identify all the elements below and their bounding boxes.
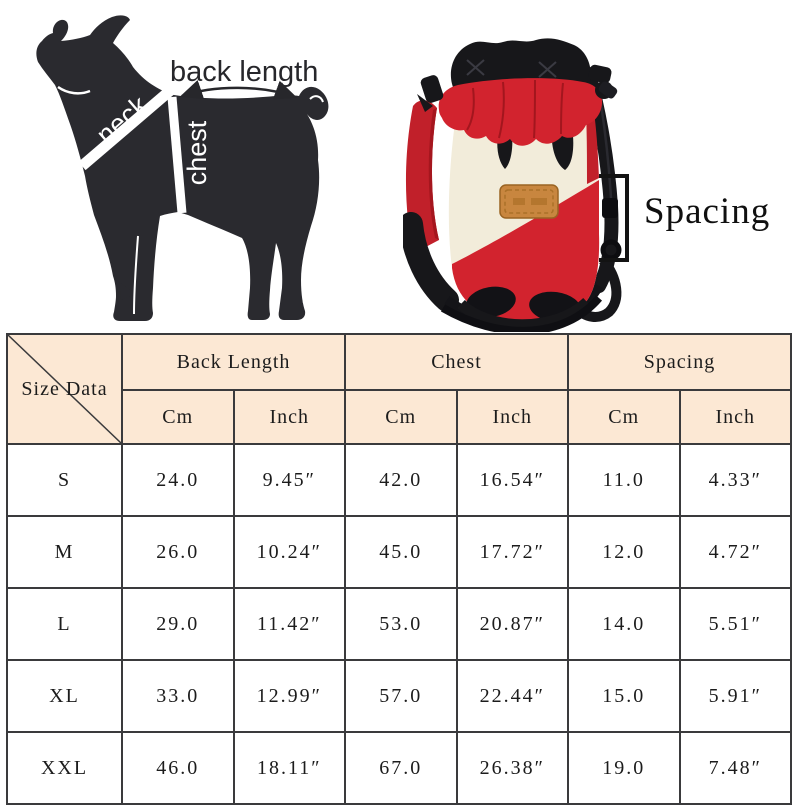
table-row-s: S 24.0 9.45″ 42.0 16.54″ 11.0 4.33″ — [6, 443, 792, 517]
bag-right-gusset — [586, 112, 599, 184]
bag-bottom-strap — [457, 297, 591, 331]
back-length-arrow — [179, 80, 298, 100]
value-cell: 46.0 — [121, 731, 235, 805]
value-cell: 4.33″ — [678, 443, 792, 517]
unit-header: Cm — [567, 389, 681, 445]
value-cell: 7.48″ — [678, 731, 792, 805]
value-cell: 9.45″ — [232, 443, 346, 517]
value-cell: 45.0 — [344, 515, 458, 589]
chest-band-gap — [167, 96, 187, 214]
bag-right-buckle — [602, 198, 618, 218]
group-header-spacing: Spacing — [567, 333, 792, 391]
value-cell: 15.0 — [567, 659, 681, 733]
table-row-xxl: XXL 46.0 18.11″ 67.0 26.38″ 19.0 7.48″ — [6, 731, 792, 805]
size-cell: L — [6, 587, 123, 661]
value-cell: 19.0 — [567, 731, 681, 805]
value-cell: 12.99″ — [232, 659, 346, 733]
group-header-chest: Chest — [344, 333, 569, 391]
bag-ruffle-folds — [466, 79, 564, 139]
group-header-back-length: Back Length — [121, 333, 346, 391]
value-cell: 53.0 — [344, 587, 458, 661]
bag-right-clip — [588, 64, 618, 99]
unit-header: Cm — [344, 389, 458, 445]
value-cell: 67.0 — [344, 731, 458, 805]
value-cell: 42.0 — [344, 443, 458, 517]
value-cell: 22.44″ — [455, 659, 569, 733]
value-cell: 20.87″ — [455, 587, 569, 661]
table-row-l: L 29.0 11.42″ 53.0 20.87″ 14.0 5.51″ — [6, 587, 792, 661]
table-row-m: M 26.0 10.24″ 45.0 17.72″ 12.0 4.72″ — [6, 515, 792, 589]
bag-left-handle — [403, 212, 459, 312]
neck-band-gap — [78, 84, 176, 171]
unit-header-row: Cm Inch Cm Inch Cm Inch — [7, 389, 792, 445]
size-cell: S — [6, 443, 123, 517]
bag-stitch-marks — [466, 59, 557, 78]
size-data-corner-cell: Size Data — [6, 333, 123, 445]
chest-label: chest — [182, 120, 212, 185]
front-leg-line — [133, 235, 139, 315]
unit-header: Cm — [121, 389, 235, 445]
value-cell: 12.0 — [567, 515, 681, 589]
value-cell: 10.24″ — [232, 515, 346, 589]
value-cell: 26.0 — [121, 515, 235, 589]
value-cell: 24.0 — [121, 443, 235, 517]
bag-leather-patch — [499, 184, 559, 219]
back-length-label: back length — [170, 56, 318, 88]
tail-curl-line — [309, 95, 324, 103]
value-cell: 4.72″ — [678, 515, 792, 589]
value-cell: 11.0 — [567, 443, 681, 517]
dog-measurement-diagram: neck chest back length — [36, 15, 329, 321]
value-cell: 33.0 — [121, 659, 235, 733]
value-cell: 18.11″ — [232, 731, 346, 805]
size-cell: M — [6, 515, 123, 589]
value-cell: 11.42″ — [232, 587, 346, 661]
group-header-row: Size Data Back Length Chest Spacing — [6, 333, 792, 445]
spacing-bracket — [599, 174, 629, 262]
value-cell: 14.0 — [567, 587, 681, 661]
value-cell: 29.0 — [121, 587, 235, 661]
spacing-label: Spacing — [644, 191, 771, 232]
value-cell: 16.54″ — [455, 443, 569, 517]
unit-header: Inch — [232, 389, 346, 445]
corner-label: Size Data — [21, 377, 108, 400]
bag-red-lower — [452, 180, 600, 320]
value-cell: 17.72″ — [455, 515, 569, 589]
corner-diagonal-line — [8, 335, 121, 443]
bag-left-buckle — [417, 75, 444, 112]
value-cell: 5.91″ — [678, 659, 792, 733]
unit-header: Inch — [455, 389, 569, 445]
bag-bottom-strap-2 — [440, 295, 603, 332]
jowl-line — [57, 85, 91, 95]
carrier-backpack-photo — [403, 38, 622, 332]
size-table: Size Data Back Length Chest Spacing Cm I… — [6, 333, 792, 805]
size-cell: XL — [6, 659, 123, 733]
table-row-xl: XL 33.0 12.99″ 57.0 22.44″ 15.0 5.91″ — [6, 659, 792, 733]
unit-header: Inch — [678, 389, 792, 445]
hindleg-line — [302, 149, 328, 304]
dog-dewclaw — [119, 282, 136, 300]
bag-left-strap-shade — [428, 108, 439, 240]
value-cell: 26.38″ — [455, 731, 569, 805]
size-cell: XXL — [6, 731, 123, 805]
value-cell: 57.0 — [344, 659, 458, 733]
value-cell: 5.51″ — [678, 587, 792, 661]
